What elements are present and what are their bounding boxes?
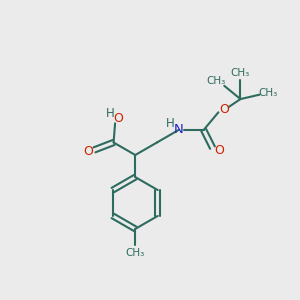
Text: H: H <box>106 107 115 120</box>
Text: O: O <box>114 112 124 124</box>
Text: O: O <box>214 144 224 157</box>
Text: N: N <box>174 124 184 136</box>
Text: CH₃: CH₃ <box>207 76 226 86</box>
Text: O: O <box>83 145 93 158</box>
Text: O: O <box>219 103 229 116</box>
Text: CH₃: CH₃ <box>231 68 250 78</box>
Text: CH₃: CH₃ <box>126 248 145 258</box>
Text: CH₃: CH₃ <box>259 88 278 98</box>
Text: H: H <box>166 117 175 130</box>
